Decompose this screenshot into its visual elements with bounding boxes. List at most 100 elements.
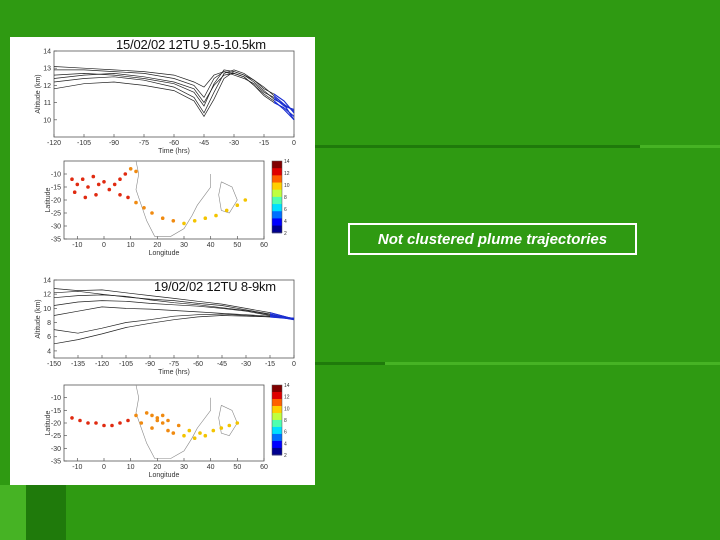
trajectory-point-3-8 [134, 413, 138, 418]
trajectory-point-1-29 [94, 193, 98, 197]
x-tick-label-1-0: -10 [72, 242, 82, 249]
island-outline-1 [218, 181, 238, 214]
trajectory-point-1-7 [107, 187, 112, 192]
y-tick-label-3-0: -10 [51, 395, 61, 402]
trajectory-point-3-4 [102, 423, 106, 428]
trajectory-point-1-26 [243, 198, 248, 202]
trajectory-point-1-11 [128, 167, 133, 171]
trajectory-point-1-3 [86, 185, 90, 189]
trajectory-point-3-18 [187, 428, 192, 433]
x-axis-label-3: Longitude [149, 472, 180, 479]
colorbar-tick-label-3-1: 12 [284, 395, 290, 401]
coastline-3 [135, 384, 211, 459]
colorbar-segment-1-2 [272, 175, 282, 184]
trajectory-point-1-12 [134, 169, 138, 174]
series-tail-0-5 [273, 100, 295, 121]
trajectory-point-3-0 [70, 416, 74, 420]
colorbar-segment-3-6 [272, 426, 282, 435]
y-tick-label-3-4: -30 [51, 446, 61, 453]
colorbar-segment-3-1 [272, 391, 282, 400]
x-tick-label-0-4: -60 [169, 140, 179, 147]
y-tick-label-0-3: 13 [43, 66, 51, 73]
x-tick-label-2-4: -90 [145, 361, 155, 368]
x-tick-label-2-8: -30 [241, 361, 251, 368]
trajectory-point-1-2 [80, 177, 85, 181]
x-tick-label-3-3: 20 [153, 464, 161, 471]
colorbar-segment-1-1 [272, 168, 282, 176]
trajectory-point-3-17 [182, 433, 186, 438]
colorbar-segment-3-3 [272, 405, 282, 414]
trajectory-point-1-28 [83, 195, 88, 200]
colorbar-tick-label-1-5: 4 [284, 219, 287, 225]
y-tick-label-2-3: 10 [43, 306, 51, 313]
y-tick-label-3-3: -25 [51, 433, 61, 440]
x-tick-label-2-7: -45 [217, 361, 227, 368]
colorbar-tick-label-3-4: 6 [284, 430, 287, 436]
trajectory-point-1-21 [192, 219, 197, 223]
y-tick-label-2-5: 14 [43, 278, 51, 285]
x-tick-label-1-2: 10 [127, 242, 135, 249]
callout-text: Not clustered plume trajectories [377, 230, 608, 248]
trajectory-point-3-29 [166, 418, 170, 423]
trajectory-point-1-0 [70, 177, 74, 181]
x-tick-label-2-9: -15 [265, 361, 275, 368]
trajectory-point-1-9 [118, 177, 122, 181]
colorbar-segment-3-0 [272, 385, 282, 393]
trajectory-point-1-15 [134, 200, 138, 205]
y-tick-label-1-4: -30 [51, 224, 61, 231]
x-tick-label-3-7: 60 [260, 464, 268, 471]
trajectory-point-1-14 [126, 195, 130, 200]
y-tick-label-3-5: -35 [51, 459, 61, 466]
y-tick-label-0-0: 10 [43, 117, 51, 124]
y-axis-label-3: Latitude [45, 410, 52, 435]
trajectory-point-1-19 [171, 219, 176, 223]
series-line-2-6 [53, 315, 295, 345]
y-tick-label-1-0: -10 [51, 172, 61, 179]
colorbar-segment-1-6 [272, 204, 282, 212]
x-tick-label-3-5: 40 [207, 464, 215, 471]
colorbar-tick-label-3-3: 8 [284, 418, 287, 424]
trajectory-point-1-22 [203, 216, 208, 220]
island-outline-3 [218, 405, 238, 437]
y-tick-label-0-1: 11 [44, 100, 51, 107]
colorbar-segment-1-3 [272, 182, 282, 191]
trajectory-point-3-25 [235, 421, 240, 425]
trajectory-point-1-27 [72, 190, 77, 194]
colorbar-segment-3-8 [272, 440, 282, 449]
trajectory-point-3-16 [176, 423, 181, 428]
background-band-left-column-dark [26, 485, 66, 540]
x-tick-label-0-6: -30 [229, 140, 239, 147]
trajectory-point-3-21 [203, 433, 208, 438]
x-tick-label-3-6: 50 [233, 464, 241, 471]
y-axis-label-0: Altitude (km) [35, 74, 42, 113]
figure-svg: -120 -105 -90 -75 -60 -45 -30 -15 01011121314Tim… [35, 49, 296, 480]
trajectory-point-3-15 [171, 431, 176, 435]
series-line-0-1 [53, 69, 295, 120]
x-tick-label-3-4: 30 [180, 464, 188, 471]
trajectory-point-3-10 [144, 411, 149, 415]
x-tick-label-3-2: 10 [127, 464, 135, 471]
x-tick-label-2-1: -135 [71, 361, 85, 368]
colorbar-frame-1 [271, 160, 283, 234]
trajectory-point-3-3 [94, 421, 98, 425]
colorbar-tick-label-1-0: 14 [284, 159, 290, 165]
trajectory-point-1-1 [75, 182, 80, 187]
trajectory-point-3-1 [78, 418, 82, 423]
colorbar-segment-1-8 [272, 218, 282, 227]
bottom-panel-title: 19/02/02 12TU 8-9km [154, 279, 276, 294]
series-line-0-2 [53, 69, 295, 114]
colorbar-tick-label-1-2: 10 [284, 183, 290, 189]
y-axis-label-1: Latitude [45, 187, 52, 212]
trajectory-point-3-12 [155, 416, 160, 420]
x-tick-label-2-0: -150 [47, 361, 61, 368]
colorbar-segment-3-9 [272, 447, 282, 456]
colorbar-segment-3-5 [272, 419, 282, 428]
colorbar-segment-3-4 [272, 412, 282, 421]
x-tick-label-1-6: 50 [233, 242, 241, 249]
trajectory-point-3-11 [150, 426, 154, 430]
colorbar-frame-3 [271, 384, 283, 456]
series-line-0-0 [54, 69, 295, 117]
trajectory-point-3-23 [219, 426, 224, 430]
x-tick-label-3-1: 0 [102, 464, 106, 471]
x-tick-label-1-3: 20 [153, 242, 161, 249]
